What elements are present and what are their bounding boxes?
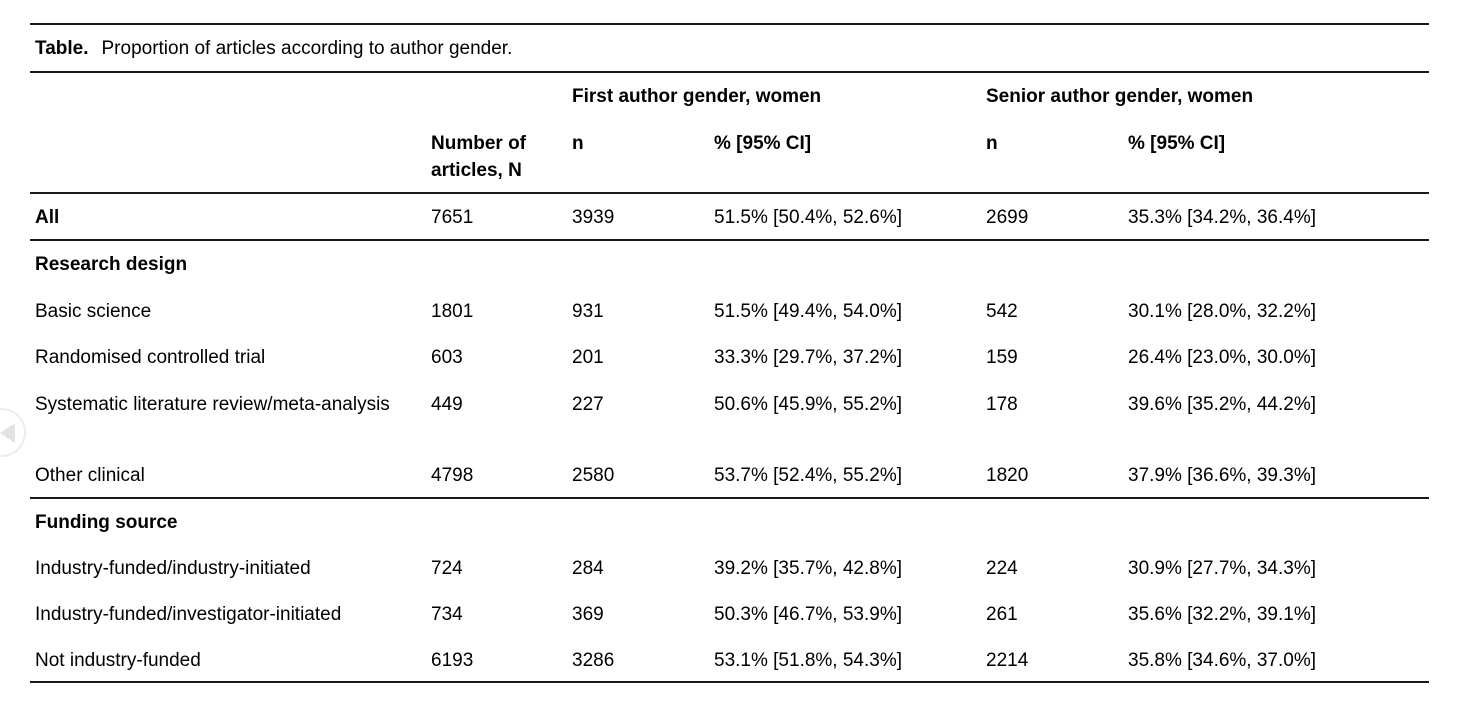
row-label: Industry-funded/industry-initiated bbox=[35, 558, 311, 579]
cell-first-pct: 53.1% [51.8%, 54.3%] bbox=[714, 637, 986, 683]
section-row-funding-source: Funding source bbox=[30, 498, 1429, 545]
row-label: Systematic literature review/meta-analys… bbox=[35, 394, 390, 415]
group-header-senior-author: Senior author gender, women bbox=[986, 86, 1254, 107]
column-header-first-pct: % [95% CI] bbox=[714, 120, 986, 194]
prev-arrow-icon bbox=[0, 422, 15, 443]
table-row-all: All 7651 3939 51.5% [50.4%, 52.6%] 2699 … bbox=[30, 193, 1430, 241]
cell-senior-pct: 35.8% [34.6%, 37.0%] bbox=[1128, 637, 1430, 683]
cell-n-articles: 603 bbox=[431, 347, 463, 368]
cell-first-n: 369 bbox=[572, 604, 604, 625]
table-row-basic-science: Basic science 1801 931 51.5% [49.4%, 54.… bbox=[30, 288, 1429, 334]
cell-n-articles: 7651 bbox=[431, 193, 572, 241]
section-label: Research design bbox=[35, 254, 188, 275]
table-row-industry-funded-investigator-initiated: Industry-funded/investigator-initiated 7… bbox=[30, 591, 1429, 637]
cell-n-articles: 724 bbox=[431, 558, 463, 579]
table-row-systematic-review: Systematic literature review/meta-analys… bbox=[30, 380, 1429, 452]
cell-senior-pct: 37.9% [36.6%, 39.3%] bbox=[1128, 452, 1430, 499]
table-caption-text: Proportion of articles according to auth… bbox=[101, 38, 513, 59]
cell-senior-pct: 35.6% [32.2%, 39.1%] bbox=[1128, 604, 1317, 625]
row-label: Not industry-funded bbox=[30, 637, 431, 683]
article-gender-table: Table. Proportion of articles according t… bbox=[30, 23, 1430, 683]
cell-senior-pct: 39.6% [35.2%, 44.2%] bbox=[1128, 394, 1317, 415]
cell-first-pct: 50.3% [46.7%, 53.9%] bbox=[714, 604, 903, 625]
cell-first-n: 3286 bbox=[572, 637, 714, 683]
section-label: Funding source bbox=[35, 512, 178, 533]
group-header-first-author: First author gender, women bbox=[572, 86, 822, 107]
cell-first-n: 284 bbox=[572, 558, 604, 579]
table-row-other-clinical: Other clinical 4798 2580 53.7% [52.4%, 5… bbox=[30, 452, 1430, 499]
cell-senior-pct: 35.3% [34.2%, 36.4%] bbox=[1128, 193, 1430, 241]
cell-senior-n: 159 bbox=[986, 347, 1018, 368]
section-row-research-design: Research design bbox=[30, 240, 1429, 288]
cell-first-n: 227 bbox=[572, 394, 604, 415]
table-row-industry-funded-industry-initiated: Industry-funded/industry-initiated 724 2… bbox=[30, 545, 1429, 591]
row-label: Other clinical bbox=[30, 452, 431, 499]
cell-first-n: 201 bbox=[572, 347, 604, 368]
cell-senior-pct: 30.1% [28.0%, 32.2%] bbox=[1128, 301, 1317, 322]
column-header-senior-n: n bbox=[986, 120, 1128, 194]
cell-first-n: 2580 bbox=[572, 452, 714, 499]
row-label: All bbox=[30, 193, 431, 241]
cell-senior-n: 224 bbox=[986, 558, 1018, 579]
previous-arrow-button[interactable] bbox=[0, 408, 26, 457]
cell-n-articles: 449 bbox=[431, 394, 463, 415]
cell-first-pct: 39.2% [35.7%, 42.8%] bbox=[714, 558, 903, 579]
cell-senior-pct: 26.4% [23.0%, 30.0%] bbox=[1128, 347, 1317, 368]
column-header-row: Number of articles, N n % [95% CI] n % [… bbox=[30, 120, 1430, 194]
table-row-randomised-controlled-trial: Randomised controlled trial 603 201 33.3… bbox=[30, 334, 1429, 380]
column-header-label bbox=[30, 120, 431, 194]
cell-n-articles: 4798 bbox=[431, 452, 572, 499]
table-row-not-industry-funded: Not industry-funded 6193 3286 53.1% [51.… bbox=[30, 637, 1430, 683]
cell-senior-n: 178 bbox=[986, 394, 1018, 415]
cell-senior-n: 2699 bbox=[986, 193, 1128, 241]
table-caption-row: Table. Proportion of articles according t… bbox=[30, 24, 1430, 73]
cell-senior-pct: 30.9% [27.7%, 34.3%] bbox=[1128, 558, 1317, 579]
cell-first-pct: 53.7% [52.4%, 55.2%] bbox=[714, 452, 986, 499]
table-caption: Table. Proportion of articles according t… bbox=[30, 24, 1430, 73]
table-caption-prefix: Table. bbox=[35, 38, 89, 59]
column-header-first-n: n bbox=[572, 120, 714, 194]
row-label: Industry-funded/investigator-initiated bbox=[35, 604, 342, 625]
cell-senior-n: 261 bbox=[986, 604, 1018, 625]
row-label: Randomised controlled trial bbox=[35, 347, 266, 368]
group-header-row: First author gender, women Senior author… bbox=[30, 72, 1429, 120]
column-header-number-articles: Number of articles, N bbox=[431, 120, 572, 194]
cell-n-articles: 1801 bbox=[431, 301, 474, 322]
row-label: Basic science bbox=[35, 301, 152, 322]
cell-n-articles: 6193 bbox=[431, 637, 572, 683]
cell-first-pct: 50.6% [45.9%, 55.2%] bbox=[714, 394, 903, 415]
cell-first-pct: 51.5% [49.4%, 54.0%] bbox=[714, 301, 903, 322]
cell-first-pct: 51.5% [50.4%, 52.6%] bbox=[714, 193, 986, 241]
cell-senior-n: 2214 bbox=[986, 637, 1128, 683]
cell-n-articles: 734 bbox=[431, 604, 463, 625]
group-header-empty bbox=[30, 72, 572, 120]
cell-senior-n: 1820 bbox=[986, 452, 1128, 499]
column-header-senior-pct: % [95% CI] bbox=[1128, 120, 1430, 194]
cell-first-pct: 33.3% [29.7%, 37.2%] bbox=[714, 347, 903, 368]
cell-first-n: 3939 bbox=[572, 193, 714, 241]
cell-senior-n: 542 bbox=[986, 301, 1018, 322]
cell-first-n: 931 bbox=[572, 301, 604, 322]
